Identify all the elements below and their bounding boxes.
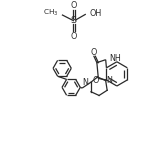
Text: O: O xyxy=(70,32,77,41)
Text: O: O xyxy=(90,48,96,57)
Text: O: O xyxy=(70,1,77,10)
Text: O: O xyxy=(92,76,99,85)
Text: N: N xyxy=(106,76,112,85)
Text: NH: NH xyxy=(109,54,121,63)
Text: OH: OH xyxy=(90,9,102,18)
Text: N: N xyxy=(82,78,88,87)
Text: S: S xyxy=(71,16,76,25)
Text: CH$_3$: CH$_3$ xyxy=(43,8,59,18)
